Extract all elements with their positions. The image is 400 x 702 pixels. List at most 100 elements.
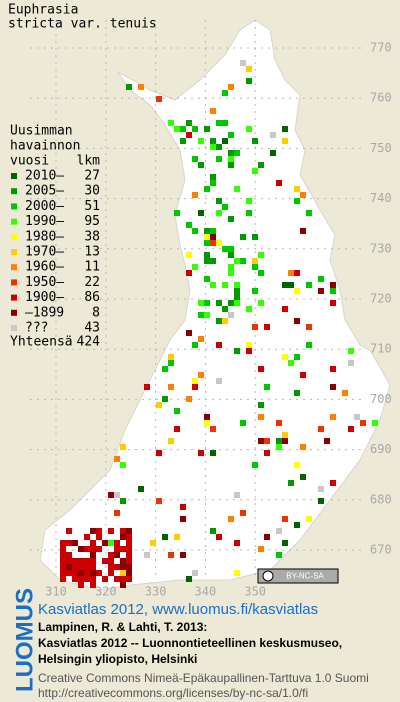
occurrence-square: [162, 366, 168, 372]
legend-swatch: [11, 188, 17, 195]
occurrence-square: [204, 228, 210, 234]
occurrence-square: [306, 516, 312, 522]
occurrence-square: [216, 378, 222, 384]
occurrence-square: [186, 222, 192, 228]
occurrence-square: [210, 528, 216, 534]
occurrence-square: [198, 300, 204, 306]
occurrence-square: [228, 150, 234, 156]
occurrence-square: [216, 198, 222, 204]
occurrence-square: [168, 354, 174, 360]
occurrence-square: [210, 258, 216, 264]
occurrence-square: [222, 246, 228, 252]
occurrence-square: [330, 414, 336, 420]
occurrence-square: [192, 342, 198, 348]
occurrence-square: [210, 228, 216, 234]
occurrence-square: [294, 198, 300, 204]
atlas-link[interactable]: Kasviatlas 2012, www.luomus.fi/kasviatla…: [38, 601, 318, 618]
occurrence-square: [294, 390, 300, 396]
occurrence-square: [60, 558, 66, 564]
occurrence-square: [258, 402, 264, 408]
legend-count-heading: lkm: [77, 154, 101, 169]
occurrence-square: [174, 126, 180, 132]
legend-label: 1900–: [25, 290, 64, 305]
occurrence-square: [198, 372, 204, 378]
occurrence-square: [84, 546, 90, 552]
occurrence-square: [108, 552, 114, 558]
occurrence-square: [144, 552, 150, 558]
occurrence-square: [234, 294, 240, 300]
occurrence-square: [210, 450, 216, 456]
occurrence-square: [84, 564, 90, 570]
occurrence-square: [198, 450, 204, 456]
occurrence-square: [282, 282, 288, 288]
occurrence-square: [156, 402, 162, 408]
occurrence-square: [90, 564, 96, 570]
citation: Kasviatlas 2012 -- Luonnontieteellinen k…: [38, 636, 342, 650]
occurrence-square: [276, 180, 282, 186]
occurrence-square: [204, 234, 210, 240]
occurrence-square: [204, 252, 210, 258]
occurrence-square: [228, 84, 234, 90]
occurrence-square: [252, 264, 258, 270]
legend-label: ???: [25, 321, 48, 336]
occurrence-square: [264, 450, 270, 456]
occurrence-square: [174, 534, 180, 540]
occurrence-square: [300, 228, 306, 234]
occurrence-square: [252, 234, 258, 240]
legend-label: 1990–: [25, 214, 64, 229]
license-url[interactable]: http://creativecommons.org/licenses/by-n…: [38, 686, 308, 700]
cc-logo: [262, 570, 274, 582]
occurrence-square: [276, 444, 282, 450]
occurrence-square: [156, 96, 162, 102]
legend-count: 51: [84, 199, 100, 214]
occurrence-square: [342, 390, 348, 396]
occurrence-square: [228, 312, 234, 318]
occurrence-square: [162, 396, 168, 402]
legend-label: 1950–: [25, 275, 64, 290]
occurrence-square: [60, 576, 66, 582]
occurrence-square: [204, 414, 210, 420]
legend-label: 1960–: [25, 260, 64, 275]
occurrence-square: [192, 384, 198, 390]
legend-swatch: [11, 249, 17, 255]
occurrence-square: [120, 546, 126, 552]
occurrence-square: [246, 78, 252, 84]
legend-count: 8: [92, 305, 100, 320]
license-badge: BY-NC-SA: [257, 568, 339, 584]
occurrence-square: [234, 492, 240, 498]
occurrence-square: [78, 582, 84, 588]
legend-label: 2000–: [25, 199, 64, 214]
occurrence-square: [72, 558, 78, 564]
occurrence-square: [300, 372, 306, 378]
occurrence-square: [258, 270, 264, 276]
occurrence-square: [198, 336, 204, 342]
citation: Lampinen, R. & Lahti, T. 2013:: [38, 620, 207, 634]
occurrence-square: [174, 426, 180, 432]
occurrence-square: [270, 150, 276, 156]
occurrence-square: [162, 534, 168, 540]
observations: [60, 60, 378, 588]
occurrence-square: [228, 246, 234, 252]
legend-total-label: Yhteensä: [10, 335, 73, 350]
occurrence-square: [120, 570, 126, 576]
occurrence-square: [78, 558, 84, 564]
occurrence-square: [234, 570, 240, 576]
occurrence-square: [192, 228, 198, 234]
occurrence-square: [66, 540, 72, 546]
legend-swatch: [11, 279, 17, 286]
occurrence-square: [102, 558, 108, 564]
occurrence-square: [348, 348, 354, 354]
east-tick-label: 340: [195, 585, 217, 599]
occurrence-square: [66, 528, 72, 534]
occurrence-square: [222, 318, 228, 324]
occurrence-square: [180, 126, 186, 132]
legend-count: 13: [84, 245, 100, 260]
occurrence-square: [186, 330, 192, 336]
occurrence-square: [72, 576, 78, 582]
occurrence-square: [354, 414, 360, 420]
occurrence-square: [360, 420, 366, 426]
occurrence-square: [252, 258, 258, 264]
north-tick-label: 770: [370, 41, 392, 55]
occurrence-square: [216, 342, 222, 348]
